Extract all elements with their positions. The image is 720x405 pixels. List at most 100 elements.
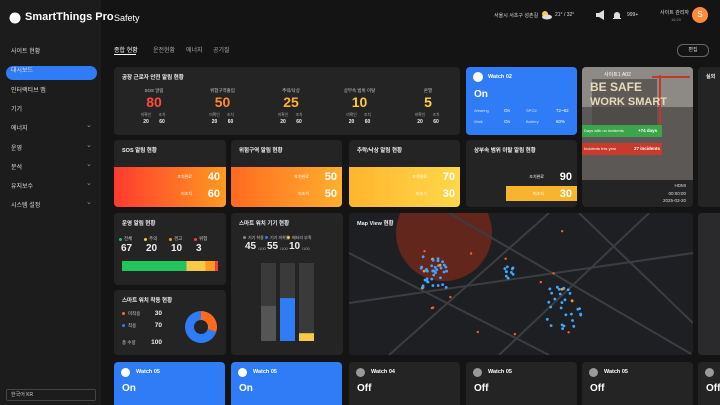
watch-status: Off [706,383,720,394]
user-name: 사이트 관리자 [660,10,689,16]
card-title: SOS 알림 현황 [122,148,157,154]
stat-value: 72~82 [556,108,569,113]
watch-card[interactable]: Watch 04 Off [349,362,460,405]
tab[interactable]: 종합 현황 [114,48,138,54]
menu-item[interactable]: 기기 [11,106,23,113]
unconfirmed: 20 [280,119,286,125]
device-card: 스마트 워치 기기 현황 기기 착용 45/100 기기 미착용 55/100 배터리 부… [231,213,343,355]
legend-dot [122,312,125,315]
menu-item[interactable]: 에너지 [11,126,28,133]
menu-item[interactable]: 운영 [11,145,23,152]
device-dot [419,266,423,270]
legend-dot [122,324,125,327]
legend-label: 미착용 [128,311,141,316]
partial-map [698,213,720,355]
menu-item[interactable]: 분석 [11,164,23,171]
device-dot [441,283,444,287]
sub-label: 미확인 [414,113,426,117]
device-dot [510,271,513,274]
menu-item[interactable]: 대시보드 [11,68,34,75]
edit-button[interactable]: 편집 [677,44,709,57]
device-value: 45 [245,241,257,252]
sub-label: 미확인 [209,113,220,117]
language-select[interactable]: 한국어 KR [6,389,96,401]
graphic [9,12,21,24]
alert-dot [423,249,426,253]
watch-status: On [122,383,136,394]
graphic [122,261,218,271]
total-label: 총 수량 [122,340,136,345]
partial-card: 실외 [698,67,720,207]
device-dot [558,292,562,296]
map-card[interactable]: Map View 현황 [349,213,693,355]
road [349,252,550,355]
notification-count[interactable]: 999+ [627,12,639,18]
watch-name: Watch 02 [488,74,512,80]
tab[interactable]: 에너지 [186,48,203,54]
stat-label: Battery [526,119,539,124]
alert-dot [449,295,452,299]
device-dot [511,272,515,276]
watch-card[interactable]: Watch 05 Off [582,362,693,405]
gradient-block [114,167,226,207]
legend-dot [287,236,290,239]
tab-underline [114,54,136,55]
done: 60 [296,119,302,125]
legend-label: 배터리 부족 [292,235,312,240]
device-dot [438,263,442,267]
alert-dot [469,252,473,255]
sub-label: 조치 [295,113,303,117]
menu-item[interactable]: 사이트 현황 [11,49,41,55]
device-dot [421,255,425,259]
watch-card[interactable]: Watch 05 On [114,362,225,405]
worker-alerts-card: 공장 근로자 안전 알림 현황 SOS 알림 80 미확인 조치 20 60 위험구역출입 50… [114,67,460,135]
device-dot [547,300,551,304]
legend-dot [144,238,147,241]
device-dot [549,324,553,328]
bar [261,305,276,341]
pending-band [506,186,577,201]
cam-time: 00:00:00 [668,191,686,196]
alert-dot [552,272,555,275]
device-dot [436,259,440,263]
alert-dot [431,306,435,309]
device-max: /100 [258,246,266,251]
tab[interactable]: 공기질 [213,48,230,54]
device-dot [555,285,559,289]
device-dot [504,270,508,273]
legend-label: 위험 [199,236,208,241]
brand: SmartThings Pro [25,11,114,23]
gradient-block [231,167,342,207]
watch-card[interactable]: Watch 06Off [698,362,720,405]
watch-card[interactable]: Watch 02 On Wearing On SPO2 72~82 Walk On Batter… [466,67,577,135]
device-dot [561,327,564,331]
device-dot [442,270,446,274]
legend-label: 주의 [149,236,158,241]
legend-value: 20 [146,243,158,254]
device-dot [566,288,570,292]
device-dot [579,313,583,317]
device-dot [578,307,582,311]
no-incident-label: Days with no incidents [584,128,624,133]
device-dot [430,264,434,268]
device-dot [431,269,435,273]
tab[interactable]: 운전현황 [153,48,176,54]
card-title: 위험구역 알림 현황 [239,148,283,154]
red-band [582,143,662,155]
watch-card[interactable]: Watch 05 Off [466,362,577,405]
watch-name: Watch 04 [371,369,395,375]
avatar[interactable]: S [692,7,708,23]
legend-dot [194,238,197,241]
alert-zone [396,213,492,281]
legend-value: 30 [154,310,162,317]
camera-card[interactable]: 사이트1 A02 BE SAFE WORK SMART Days with no in… [582,67,693,207]
legend-value: 70 [154,322,162,329]
menu-item[interactable]: 시스템 설정 [11,203,41,210]
menu-item[interactable]: 유지보수 [11,184,34,191]
device-dot [431,284,435,287]
watch-card[interactable]: Watch 05 On [231,362,342,405]
menu-item[interactable]: 인터랙티브 맵 [11,87,46,94]
row-value: 90 [559,171,572,183]
row-value: 40 [207,171,220,183]
graphic [582,67,693,180]
